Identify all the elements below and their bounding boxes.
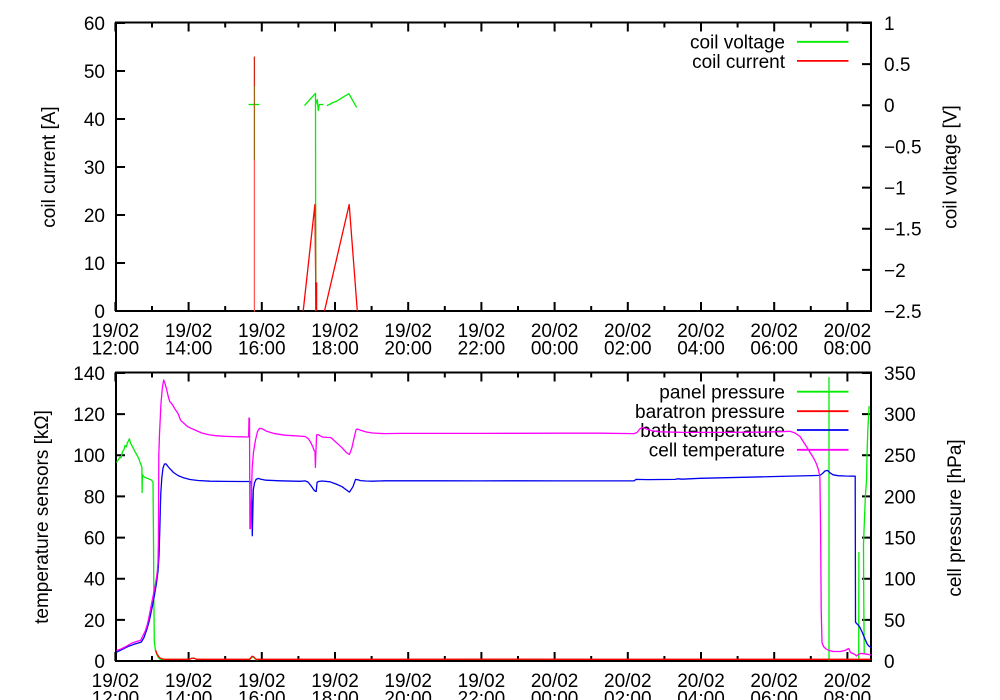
svg-text:00:00: 00:00 [531,689,579,700]
svg-text:18:00: 18:00 [311,339,359,360]
svg-text:120: 120 [73,405,105,426]
svg-text:300: 300 [884,405,916,426]
svg-text:bath temperature: bath temperature [640,421,785,442]
svg-text:baratron pressure: baratron pressure [635,402,785,423]
svg-text:14:00: 14:00 [165,689,213,700]
svg-text:20: 20 [84,611,105,632]
svg-text:19/02: 19/02 [311,321,359,342]
svg-text:60: 60 [84,14,105,35]
svg-text:22:00: 22:00 [458,339,506,360]
svg-text:06:00: 06:00 [750,339,798,360]
svg-text:100: 100 [73,446,105,467]
svg-text:20/02: 20/02 [677,671,725,692]
svg-text:140: 140 [73,364,105,385]
svg-text:60: 60 [84,529,105,550]
svg-text:20/02: 20/02 [604,321,652,342]
svg-text:19/02: 19/02 [384,671,432,692]
svg-text:06:00: 06:00 [750,689,798,700]
svg-text:12:00: 12:00 [92,339,140,360]
svg-text:16:00: 16:00 [238,689,286,700]
svg-text:0: 0 [884,96,895,117]
svg-text:100: 100 [884,570,916,591]
svg-text:40: 40 [84,570,105,591]
svg-text:coil voltage: coil voltage [690,33,785,54]
svg-text:−2.5: −2.5 [884,302,922,323]
svg-text:08:00: 08:00 [824,689,872,700]
svg-text:coil current: coil current [692,52,786,73]
svg-text:19/02: 19/02 [165,671,213,692]
svg-text:350: 350 [884,364,916,385]
svg-text:0: 0 [884,652,895,673]
svg-text:16:00: 16:00 [238,339,286,360]
svg-text:18:00: 18:00 [311,689,359,700]
svg-text:0: 0 [94,302,105,323]
svg-text:20/02: 20/02 [750,321,798,342]
svg-text:50: 50 [84,62,105,83]
svg-text:20/02: 20/02 [531,671,579,692]
svg-text:50: 50 [884,611,905,632]
svg-text:02:00: 02:00 [604,339,652,360]
svg-text:19/02: 19/02 [92,321,140,342]
svg-text:19/02: 19/02 [165,321,213,342]
svg-text:80: 80 [84,487,105,508]
svg-text:coil current [A]: coil current [A] [39,106,60,227]
svg-text:−0.5: −0.5 [884,137,922,158]
svg-text:−1: −1 [884,179,906,200]
svg-text:19/02: 19/02 [384,321,432,342]
svg-text:cell pressure [hPa]: cell pressure [hPa] [945,439,966,596]
svg-text:40: 40 [84,110,105,131]
svg-text:04:00: 04:00 [677,339,725,360]
svg-text:08:00: 08:00 [824,339,872,360]
svg-text:cell temperature: cell temperature [649,441,785,462]
svg-text:20:00: 20:00 [384,689,432,700]
svg-text:22:00: 22:00 [458,689,506,700]
svg-text:20/02: 20/02 [824,321,872,342]
svg-text:04:00: 04:00 [677,689,725,700]
svg-text:20/02: 20/02 [677,321,725,342]
svg-text:19/02: 19/02 [92,671,140,692]
svg-text:20:00: 20:00 [384,339,432,360]
svg-text:20/02: 20/02 [604,671,652,692]
svg-text:00:00: 00:00 [531,339,579,360]
svg-text:panel pressure: panel pressure [659,383,785,404]
svg-text:10: 10 [84,254,105,275]
svg-text:14:00: 14:00 [165,339,213,360]
svg-text:02:00: 02:00 [604,689,652,700]
svg-text:20/02: 20/02 [531,321,579,342]
svg-text:1: 1 [884,14,895,35]
svg-text:150: 150 [884,529,916,550]
svg-text:0.5: 0.5 [884,55,910,76]
svg-text:30: 30 [84,158,105,179]
svg-text:0: 0 [94,652,105,673]
svg-text:200: 200 [884,487,916,508]
svg-text:temperature sensors [kΩ]: temperature sensors [kΩ] [32,410,53,624]
svg-text:19/02: 19/02 [311,671,359,692]
svg-text:12:00: 12:00 [92,689,140,700]
svg-text:20: 20 [84,206,105,227]
svg-text:19/02: 19/02 [238,671,286,692]
svg-text:20/02: 20/02 [824,671,872,692]
svg-text:19/02: 19/02 [458,321,506,342]
svg-text:19/02: 19/02 [458,671,506,692]
svg-text:coil voltage [V]: coil voltage [V] [941,105,962,229]
svg-text:−2: −2 [884,261,906,282]
svg-text:−1.5: −1.5 [884,220,922,241]
svg-text:19/02: 19/02 [238,321,286,342]
svg-text:250: 250 [884,446,916,467]
svg-text:20/02: 20/02 [750,671,798,692]
